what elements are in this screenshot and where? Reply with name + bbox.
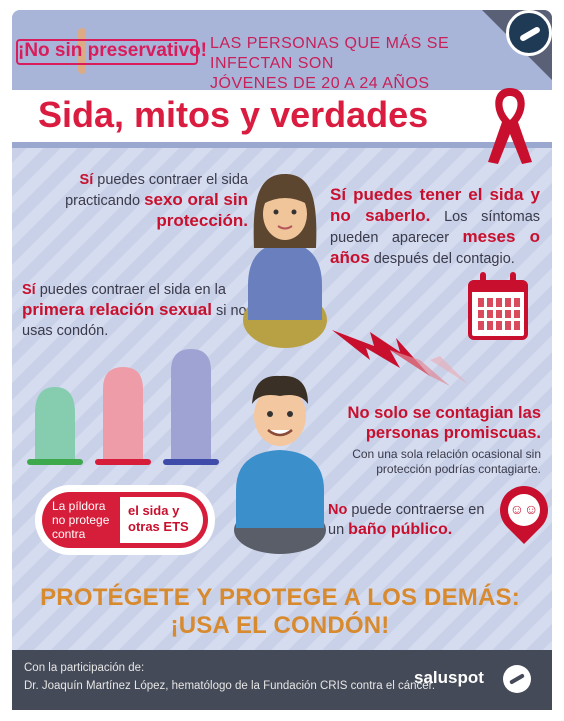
banner-slogan: ¡No sin preservativo!: [18, 40, 207, 61]
banner-stat-line2: JÓVENES DE 20 A 24 AÑOS: [210, 75, 430, 92]
banner-stat: LAS PERSONAS QUE MÁS SE INFECTAN SON JÓV…: [210, 34, 510, 94]
fact-first-mid: puedes contraer el sida en la: [35, 282, 226, 298]
wc-pin-inner: [508, 494, 540, 526]
calendar-grid: [478, 298, 520, 330]
footer-brand[interactable]: saluspot: [414, 668, 484, 687]
wc-symbol: ☺☺: [509, 501, 539, 517]
fact-first-bold: primera relación sexual: [22, 300, 212, 319]
fact-oral-bold: sexo oral sin protección.: [144, 190, 248, 230]
man-avatar: [234, 375, 326, 554]
calendar-ring: [510, 272, 516, 286]
fact-bathroom-pre: No: [328, 502, 348, 518]
logo-icon: [506, 10, 552, 56]
fact-unknown: Sí puedes tener el sida y no saberlo. Lo…: [330, 185, 540, 269]
top-band: [12, 10, 552, 90]
pill-text-right: el sida y otras ETS: [128, 503, 189, 534]
ribbon-icon: [488, 88, 532, 164]
page-title: Sida, mitos y verdades: [38, 94, 429, 135]
fact-bathroom-mid: puede contraerse en un: [328, 502, 485, 538]
pill-bubble-right: [120, 497, 203, 543]
lightning-icon: [332, 330, 468, 386]
banner-stat-line1: LAS PERSONAS QUE MÁS SE INFECTAN SON: [210, 35, 450, 72]
fact-unknown-post: después del contagio.: [369, 251, 515, 267]
fact-first-pre: Sí: [22, 282, 36, 298]
fact-bathroom-bold: baño público.: [348, 521, 453, 538]
fact-bathroom: No puede contraerse en un baño público.: [328, 500, 498, 540]
calendar-ring: [480, 272, 486, 286]
footer-line2: Dr. Joaquín Martínez López, hematólogo d…: [24, 680, 436, 692]
fact-promiscuous-small: Con una sola relación ocasional sin prot…: [352, 447, 541, 476]
fact-promiscuous: No solo se contagian las personas promis…: [326, 403, 541, 477]
calendar-header: [468, 280, 528, 292]
fact-oral-mid: puedes contraer el sida practicando: [65, 172, 248, 209]
footer: [12, 650, 552, 710]
fact-unknown-bold1: Sí puedes tener el sida y no saberlo.: [330, 185, 540, 225]
slogan: PROTÉGETE Y PROTEGE A LOS DEMÁS: ¡USA EL…: [40, 584, 520, 639]
fact-unknown-mid: Los síntomas pueden aparecer: [330, 209, 541, 246]
condom-icon: [27, 349, 219, 465]
fact-first: Sí puedes contraer el sida en la primera…: [22, 280, 248, 341]
fact-oral: Sí puedes contraer el sida practicando s…: [28, 170, 248, 232]
footer-logo-icon[interactable]: [503, 665, 531, 693]
pill-text-left: La píldora no protege contra: [52, 499, 110, 541]
footer-line1: Con la participación de:: [24, 662, 145, 674]
banner-frame: [16, 39, 198, 65]
fact-unknown-bold2: meses o años: [330, 227, 540, 267]
title-band: [12, 90, 552, 148]
fact-promiscuous-bold: No solo se contagian las personas promis…: [347, 404, 541, 442]
fact-oral-pre: Sí: [79, 172, 94, 188]
fact-first-post: si no usas condón.: [22, 303, 247, 339]
condom-pin-icon: [78, 28, 86, 74]
woman-avatar: [243, 174, 327, 348]
